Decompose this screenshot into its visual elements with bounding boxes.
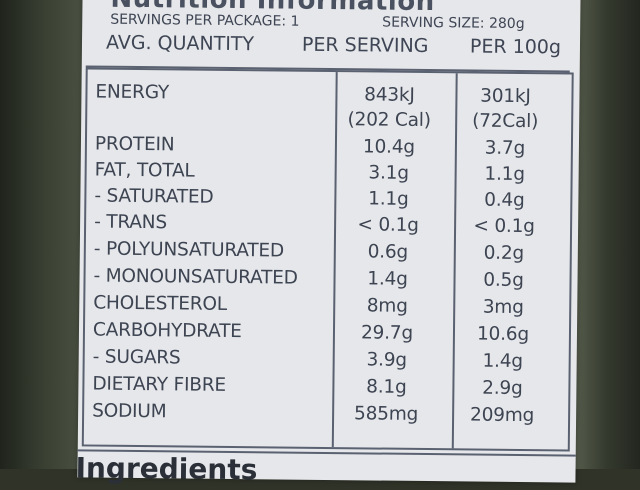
nutrient-name: - SUGARS	[92, 346, 181, 369]
nutrient-name: - TRANS	[94, 211, 168, 234]
nutrient-per-100g: 0.5g	[483, 269, 524, 292]
nutrient-name: CHOLESTEROL	[93, 292, 228, 315]
nutrient-per-serving: 1.1g	[368, 188, 409, 210]
nutrient-per-100g: 3mg	[482, 296, 524, 319]
nutrition-label-panel: Nutrition Information SERVINGS PER PACKA…	[75, 0, 581, 486]
nutrient-name-energy: ENERGY	[95, 81, 170, 104]
nutrient-per-serving: 8.1g	[366, 376, 407, 398]
nutrient-per-100g: 1.4g	[482, 350, 523, 373]
nutrient-per-serving: 3.1g	[368, 162, 409, 184]
nutrient-name: - POLYUNSATURATED	[93, 238, 285, 262]
nutrient-per-serving: 29.7g	[360, 322, 414, 344]
energy-per-serving-kj: 843kJ	[364, 84, 415, 106]
nutrient-name: SODIUM	[92, 400, 167, 423]
nutrient-per-100g: 209mg	[469, 404, 535, 427]
servings-per-package: SERVINGS PER PACKAGE: 1	[110, 11, 300, 30]
column-header-per-100g: PER 100g	[469, 35, 562, 59]
energy-per-100g-cal: (72Cal)	[472, 110, 539, 133]
nutrient-name: FAT, TOTAL	[94, 159, 195, 182]
nutrient-per-100g: 1.1g	[484, 163, 525, 186]
nutrient-per-serving: 10.4g	[362, 136, 416, 158]
nutrient-per-100g: 3.7g	[484, 137, 526, 160]
background-right	[572, 0, 640, 469]
nutrient-per-serving: 1.4g	[367, 268, 408, 290]
nutrient-name: PROTEIN	[94, 133, 175, 156]
nutrient-per-serving: 0.6g	[367, 241, 409, 263]
nutrient-name: CARBOHYDRATE	[92, 319, 242, 343]
nutrient-per-100g: 2.9g	[482, 377, 523, 400]
nutrient-per-serving: 8mg	[366, 295, 408, 317]
nutrient-per-serving: 3.9g	[366, 349, 407, 371]
nutrient-per-serving: 585mg	[353, 403, 419, 425]
nutrient-per-100g: 0.2g	[483, 242, 525, 265]
serving-size: SERVING SIZE: 280g	[382, 14, 525, 33]
energy-per-100g-kj: 301kJ	[480, 85, 531, 108]
energy-per-serving-cal: (202 Cal)	[347, 109, 431, 132]
column-header-avg-quantity: AVG. QUANTITY	[105, 31, 255, 56]
nutrient-name: - SATURATED	[94, 185, 214, 208]
nutrient-per-100g: 0.4g	[484, 189, 525, 212]
background-left	[0, 0, 82, 469]
column-header-per-serving: PER SERVING	[301, 33, 429, 58]
nutrient-per-100g: < 0.1g	[473, 215, 535, 238]
nutrient-per-100g: 10.6g	[476, 323, 530, 346]
nutrient-name: - MONOUNSATURATED	[93, 265, 298, 289]
nutrient-name: DIETARY FIBRE	[92, 373, 227, 396]
nutrient-per-serving: < 0.1g	[357, 214, 419, 236]
